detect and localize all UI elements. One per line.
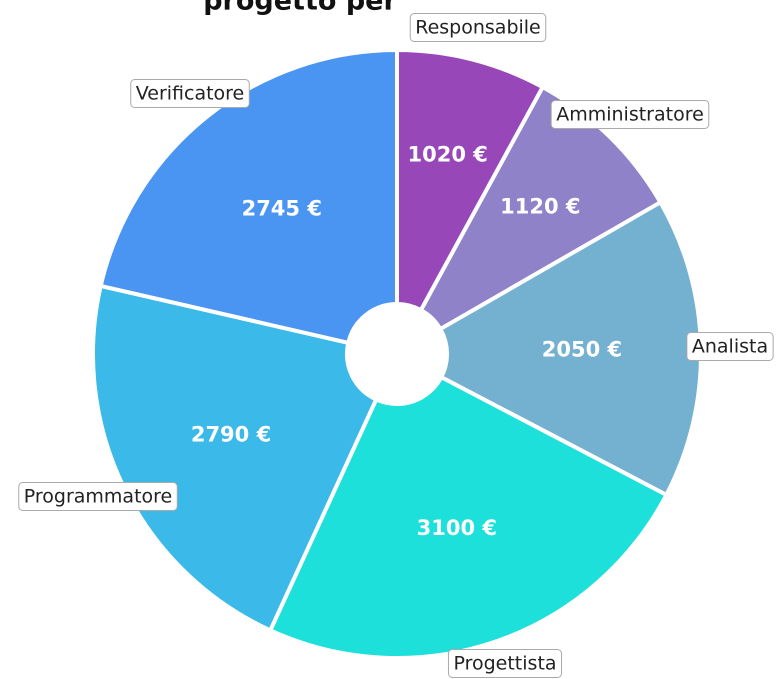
value-label: 2745 € xyxy=(242,196,322,220)
label-text: Verificatore xyxy=(136,83,245,105)
hole xyxy=(347,304,447,404)
label-box xyxy=(550,100,710,129)
value-label: 1120 € xyxy=(500,194,580,218)
slice-label: Progettista xyxy=(447,649,563,678)
slice-label: Analista xyxy=(686,332,774,361)
label-text: Progettista xyxy=(453,653,556,675)
label-box xyxy=(18,482,178,511)
value-label: 1020 € xyxy=(408,142,488,166)
slice-label: Amministratore xyxy=(550,100,710,129)
label-text: Analista xyxy=(692,336,768,358)
value-label: 2790 € xyxy=(191,423,271,447)
chart-title: progetto per xyxy=(203,0,397,17)
slice-label: Responsabile xyxy=(409,13,547,42)
label-box xyxy=(447,649,563,678)
slice-label: Verificatore xyxy=(130,79,250,108)
label-box xyxy=(409,13,547,42)
value-label: 3100 € xyxy=(417,516,497,540)
label-box xyxy=(130,79,250,108)
slice-label: Programmatore xyxy=(18,482,178,511)
value-label: 2050 € xyxy=(542,337,622,361)
label-text: Programmatore xyxy=(24,486,172,508)
label-box xyxy=(686,332,774,361)
label-text: Responsabile xyxy=(415,17,541,39)
label-text: Amministratore xyxy=(556,104,704,126)
